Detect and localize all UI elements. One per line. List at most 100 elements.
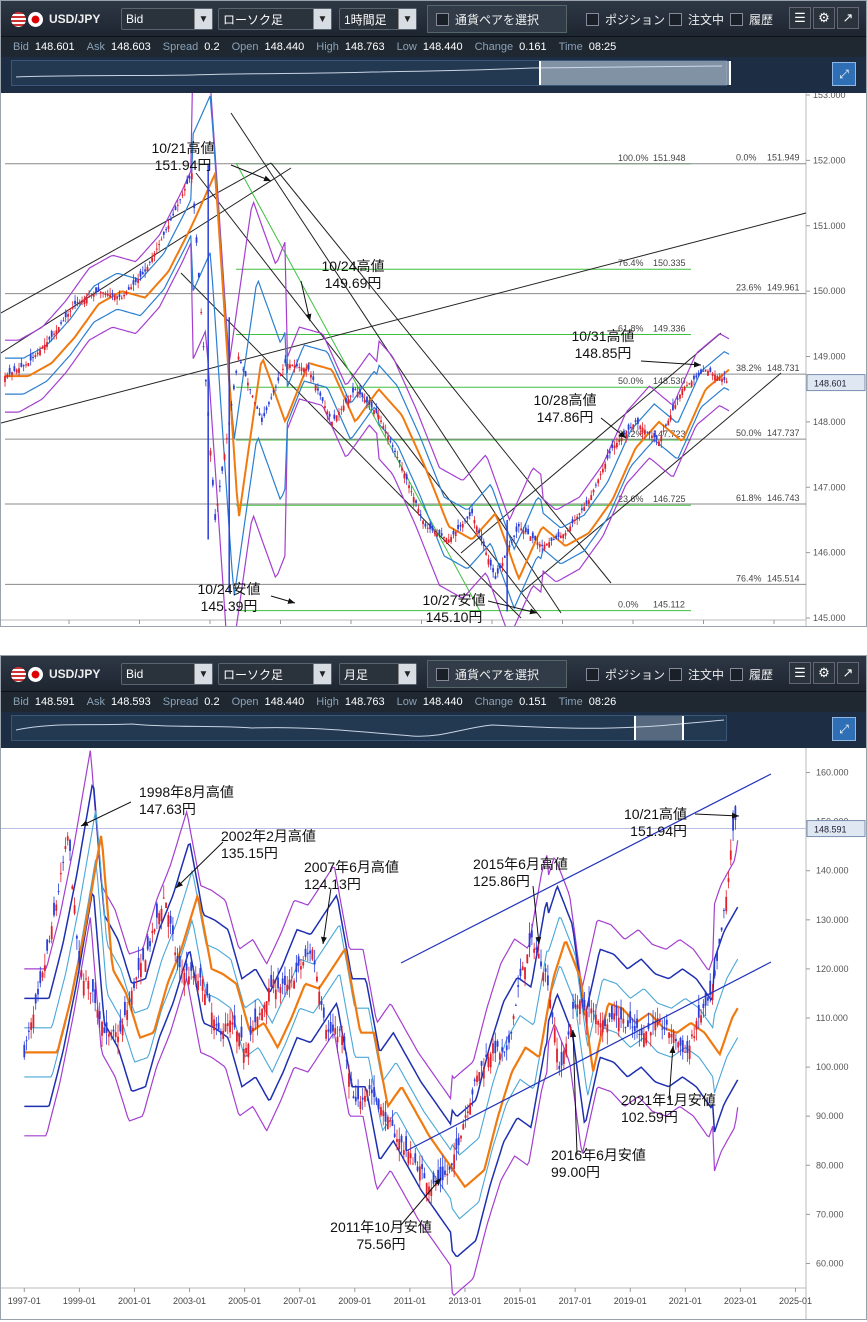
gear-icon[interactable]: ⚙	[813, 662, 835, 684]
candle-body	[403, 473, 406, 479]
candle-body	[295, 962, 298, 972]
candle-body	[188, 175, 191, 179]
position-toggle[interactable]: ポジション	[586, 663, 665, 685]
candle-body	[303, 368, 305, 372]
candle-body	[195, 237, 198, 243]
candle-body	[590, 495, 593, 501]
candle-body	[169, 915, 172, 924]
position-toggle[interactable]: ポジション	[586, 8, 665, 30]
candle-body	[55, 330, 58, 335]
annotation-title: 2011年10月安値	[330, 1219, 432, 1235]
jp-flag-icon	[28, 11, 43, 27]
candle-body	[468, 512, 471, 517]
candle-body	[704, 991, 707, 1006]
candle-body	[508, 1034, 510, 1043]
candle-body	[141, 272, 144, 275]
candle-body	[272, 390, 275, 393]
chart-type-select[interactable]: ローソク足 ▼	[218, 663, 332, 685]
candle-body	[665, 424, 667, 426]
checkbox-icon	[436, 12, 449, 26]
timeframe-select[interactable]: 1時間足 ▼	[339, 8, 417, 30]
menu-icon[interactable]: ☰	[789, 662, 811, 684]
candle-body	[558, 1065, 561, 1070]
candle-body	[370, 401, 373, 408]
candle-body	[71, 886, 74, 889]
candle-body	[464, 520, 466, 522]
candle-body	[375, 408, 378, 413]
candle-body	[36, 352, 39, 355]
candle-body	[167, 914, 170, 927]
candle-body	[134, 278, 137, 282]
price-type-select[interactable]: Bid ▼	[121, 663, 213, 685]
chart-type-select[interactable]: ローソク足 ▼	[218, 8, 332, 30]
navigator-window[interactable]	[11, 715, 727, 741]
pair-selector[interactable]: USD/JPY	[11, 8, 100, 30]
candle-body	[208, 995, 211, 1002]
chevron-down-icon: ▼	[398, 664, 416, 684]
time-value: 08:25	[588, 41, 617, 53]
gear-icon[interactable]: ⚙	[813, 7, 835, 29]
candle-body	[430, 1188, 433, 1196]
candle-body	[623, 430, 625, 435]
candle-body	[297, 956, 300, 966]
candle-body	[562, 1050, 565, 1064]
candle-body	[57, 891, 60, 893]
candle-body	[304, 948, 307, 957]
menu-icon[interactable]: ☰	[789, 7, 811, 29]
current-price-label: 148.601	[814, 379, 847, 389]
candle-body	[109, 294, 111, 297]
history-toggle[interactable]: 履歴	[730, 663, 773, 685]
candle-body	[438, 529, 441, 535]
expand-icon[interactable]: ⤢	[832, 62, 856, 86]
popout-icon[interactable]: ↗	[837, 7, 859, 29]
expand-icon[interactable]: ⤢	[832, 717, 856, 741]
price-type-select[interactable]: Bid ▼	[121, 8, 213, 30]
candle-body	[39, 971, 42, 984]
candle-body	[676, 398, 679, 400]
candle-body	[674, 404, 677, 409]
candle-body	[218, 485, 221, 488]
low-label: Low	[396, 41, 417, 53]
candle-body	[352, 387, 354, 393]
high-label: High	[316, 696, 339, 708]
moving-average	[24, 835, 739, 1189]
candle-body	[320, 1000, 323, 1005]
candle-body	[87, 981, 90, 989]
candle-body	[536, 542, 539, 546]
top-chart-panel: USD/JPY Bid ▼ ローソク足 ▼ 1時間足 ▼ 通貨ペアを選択 ポジシ…	[0, 0, 867, 627]
candle-body	[585, 1011, 588, 1024]
candle-body	[85, 297, 88, 304]
orders-toggle[interactable]: 注文中	[669, 663, 724, 685]
candle-body	[103, 1027, 106, 1033]
candle-body	[610, 1005, 613, 1020]
candle-body	[423, 1173, 426, 1179]
candle-body	[644, 429, 646, 435]
pair-selector[interactable]: USD/JPY	[11, 663, 100, 685]
candle-body	[181, 971, 183, 973]
history-toggle[interactable]: 履歴	[730, 8, 773, 30]
candle-body	[658, 441, 660, 447]
bollinger-upper-2sigma	[24, 783, 739, 1126]
fib-price-label: 145.112	[653, 600, 685, 610]
candle-body	[546, 975, 549, 986]
select-pair-button[interactable]: 通貨ペアを選択	[427, 660, 567, 688]
y-tick-label: 152.000	[813, 155, 846, 165]
current-price-label: 148.591	[814, 825, 847, 835]
fib-price-label: 145.514	[767, 573, 800, 583]
navigator-range-handle[interactable]	[634, 716, 684, 740]
orders-toggle[interactable]: 注文中	[669, 8, 724, 30]
candle-body	[194, 974, 197, 982]
candle-body	[48, 940, 51, 942]
timeframe-select[interactable]: 月足 ▼	[339, 663, 417, 685]
popout-icon[interactable]: ↗	[837, 662, 859, 684]
x-tick-label: 1999-01	[63, 1296, 96, 1306]
navigator-window[interactable]	[11, 60, 731, 86]
select-pair-button[interactable]: 通貨ペアを選択	[427, 5, 567, 33]
candle-body	[459, 524, 462, 527]
candle-body	[34, 994, 37, 1004]
candle-body	[200, 312, 203, 314]
y-tick-label: 130.000	[816, 915, 849, 925]
annotation-price: 151.94円	[155, 157, 212, 173]
navigator-range-handle[interactable]	[539, 61, 731, 85]
candle-body	[639, 425, 642, 430]
